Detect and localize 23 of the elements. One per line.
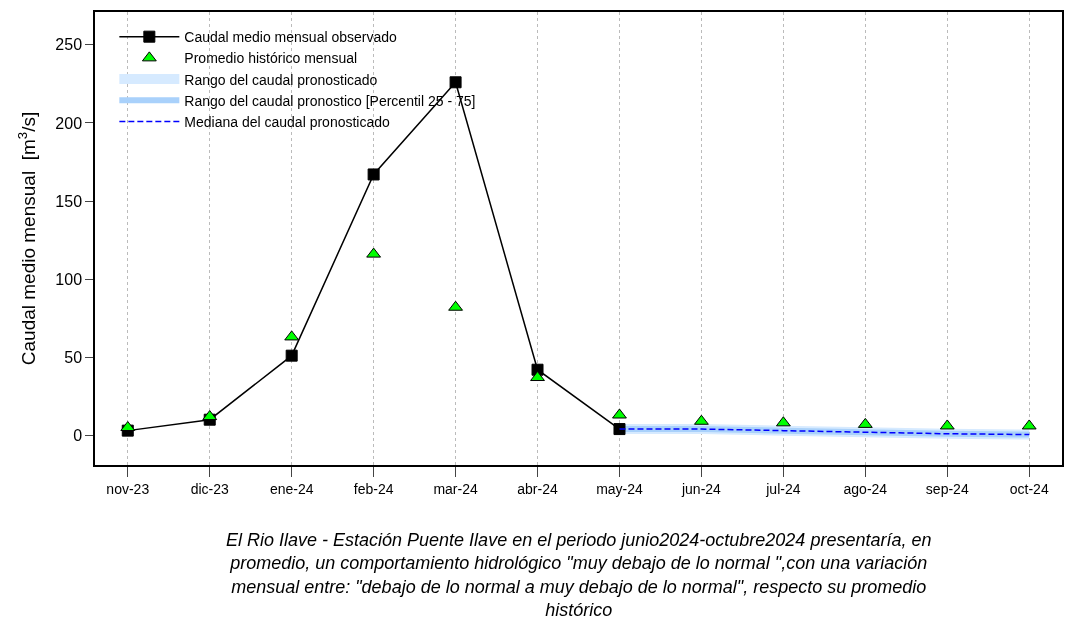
y-tick-label: 200 [55,114,83,132]
x-tick-label: jun-24 [680,480,722,497]
x-tick-label: oct-24 [1009,480,1049,497]
x-tick-label: sep-24 [925,480,969,497]
y-tick-label: 100 [55,270,83,288]
legend-label: Caudal medio mensual observado [184,29,398,46]
x-tick-label: may-24 [596,480,644,497]
x-tick-label: nov-23 [106,480,150,497]
x-tick-label: ago-24 [843,480,888,497]
y-tick-label: 50 [64,348,83,366]
x-tick-label: dic-23 [190,480,229,497]
legend-label: Promedio histórico mensual [184,50,358,67]
x-tick-label: jul-24 [765,480,801,497]
y-tick-label: 250 [55,36,83,54]
legend-label: Rango del caudal pronosticado [184,71,378,88]
y-tick-label: 0 [73,426,83,444]
x-tick-label: ene-24 [269,480,314,497]
legend-label: Mediana del caudal pronosticado [184,113,391,130]
text: El Rio Ilave - Estación Puente Ilave en el periodo junio2024-octubre2024 presentaría, en promedio, un comportamiento hidrológico "muy debajo de lo normal ",con una variación mensual entre: "debajo de lo normal a muy debajo de lo normal", respecto su promedio histórico [226,530,932,621]
x-tick-label: feb-24 [353,480,394,497]
x-tick-label: abr-24 [517,480,558,497]
y-tick-label: 150 [55,192,83,210]
x-tick-label: mar-24 [433,480,478,497]
